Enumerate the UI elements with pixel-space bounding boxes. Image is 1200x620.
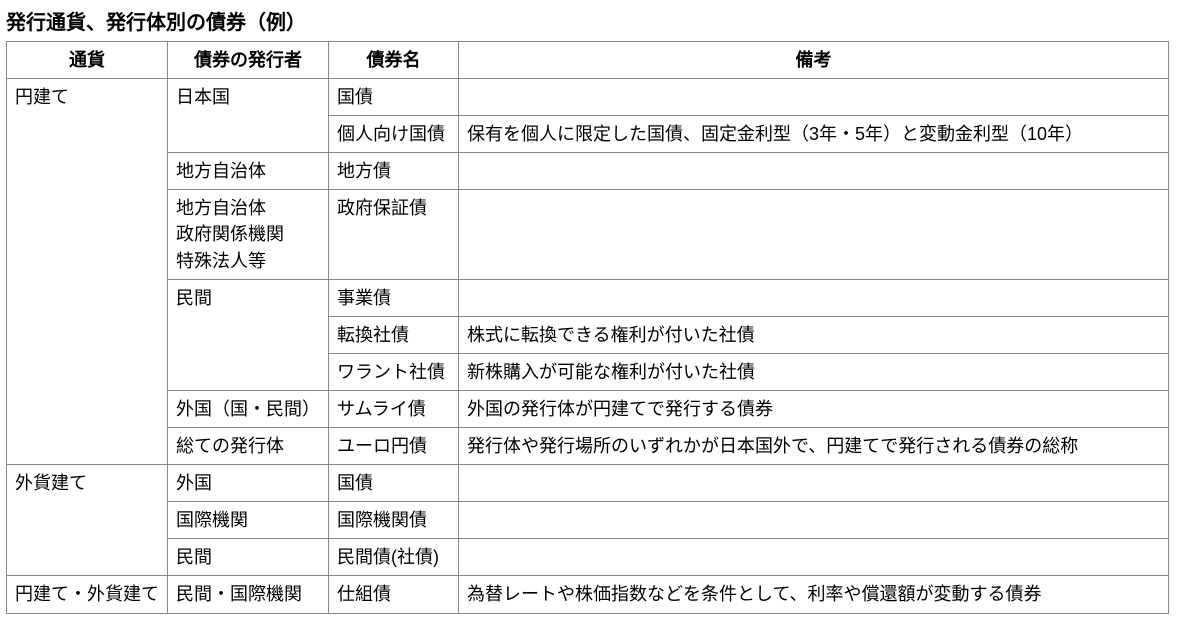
cell-name: 個人向け国債 xyxy=(329,116,459,153)
cell-remark xyxy=(459,539,1169,576)
table-row: 国際機関国際機関債 xyxy=(7,502,1169,539)
cell-remark xyxy=(459,190,1169,279)
cell-currency: 円建て xyxy=(7,79,168,465)
cell-remark xyxy=(459,279,1169,316)
cell-issuer: 地方自治体 xyxy=(168,153,329,190)
cell-remark: 株式に転換できる権利が付いた社債 xyxy=(459,316,1169,353)
cell-name: サムライ債 xyxy=(329,390,459,427)
cell-remark: 発行体や発行場所のいずれかが日本国外で、円建てで発行される債券の総称 xyxy=(459,428,1169,465)
cell-name: 転換社債 xyxy=(329,316,459,353)
cell-name: ユーロ円債 xyxy=(329,428,459,465)
cell-currency: 外貨建て xyxy=(7,465,168,576)
cell-remark xyxy=(459,79,1169,116)
cell-remark: 外国の発行体が円建てで発行する債券 xyxy=(459,390,1169,427)
table-row: 民間民間債(社債) xyxy=(7,539,1169,576)
table-title: 発行通貨、発行体別の債券（例） xyxy=(6,6,1194,35)
cell-issuer: 地方自治体政府関係機関特殊法人等 xyxy=(168,190,329,279)
cell-issuer: 外国 xyxy=(168,465,329,502)
table-row: 円建て日本国国債 xyxy=(7,79,1169,116)
cell-remark xyxy=(459,153,1169,190)
bonds-table: 通貨 債券の発行者 債券名 備考 円建て日本国国債個人向け国債保有を個人に限定し… xyxy=(6,41,1169,614)
cell-remark: 保有を個人に限定した国債、固定金利型（3年・5年）と変動金利型（10年） xyxy=(459,116,1169,153)
cell-name: ワラント社債 xyxy=(329,353,459,390)
cell-name: 事業債 xyxy=(329,279,459,316)
table-row: 外国（国・民間）サムライ債外国の発行体が円建てで発行する債券 xyxy=(7,390,1169,427)
cell-name: 政府保証債 xyxy=(329,190,459,279)
cell-remark: 新株購入が可能な権利が付いた社債 xyxy=(459,353,1169,390)
cell-name: 国債 xyxy=(329,465,459,502)
cell-remark: 為替レートや株価指数などを条件として、利率や償還額が変動する債券 xyxy=(459,576,1169,613)
cell-name: 地方債 xyxy=(329,153,459,190)
table-body: 円建て日本国国債個人向け国債保有を個人に限定した国債、固定金利型（3年・5年）と… xyxy=(7,79,1169,613)
header-row: 通貨 債券の発行者 債券名 備考 xyxy=(7,42,1169,79)
cell-remark xyxy=(459,502,1169,539)
cell-name: 仕組債 xyxy=(329,576,459,613)
table-row: 地方自治体政府関係機関特殊法人等政府保証債 xyxy=(7,190,1169,279)
header-name: 債券名 xyxy=(329,42,459,79)
table-row: 地方自治体地方債 xyxy=(7,153,1169,190)
table-row: 外貨建て外国国債 xyxy=(7,465,1169,502)
cell-issuer: 外国（国・民間） xyxy=(168,390,329,427)
cell-issuer: 総ての発行体 xyxy=(168,428,329,465)
header-issuer: 債券の発行者 xyxy=(168,42,329,79)
cell-remark xyxy=(459,465,1169,502)
table-row: 総ての発行体ユーロ円債発行体や発行場所のいずれかが日本国外で、円建てで発行される… xyxy=(7,428,1169,465)
cell-name: 国際機関債 xyxy=(329,502,459,539)
cell-issuer: 日本国 xyxy=(168,79,329,153)
header-currency: 通貨 xyxy=(7,42,168,79)
cell-issuer: 国際機関 xyxy=(168,502,329,539)
cell-issuer: 民間 xyxy=(168,539,329,576)
table-row: 民間事業債 xyxy=(7,279,1169,316)
cell-issuer: 民間 xyxy=(168,279,329,390)
header-remark: 備考 xyxy=(459,42,1169,79)
cell-name: 国債 xyxy=(329,79,459,116)
cell-issuer: 民間・国際機関 xyxy=(168,576,329,613)
cell-currency: 円建て・外貨建て xyxy=(7,576,168,613)
cell-name: 民間債(社債) xyxy=(329,539,459,576)
table-row: 円建て・外貨建て民間・国際機関仕組債為替レートや株価指数などを条件として、利率や… xyxy=(7,576,1169,613)
